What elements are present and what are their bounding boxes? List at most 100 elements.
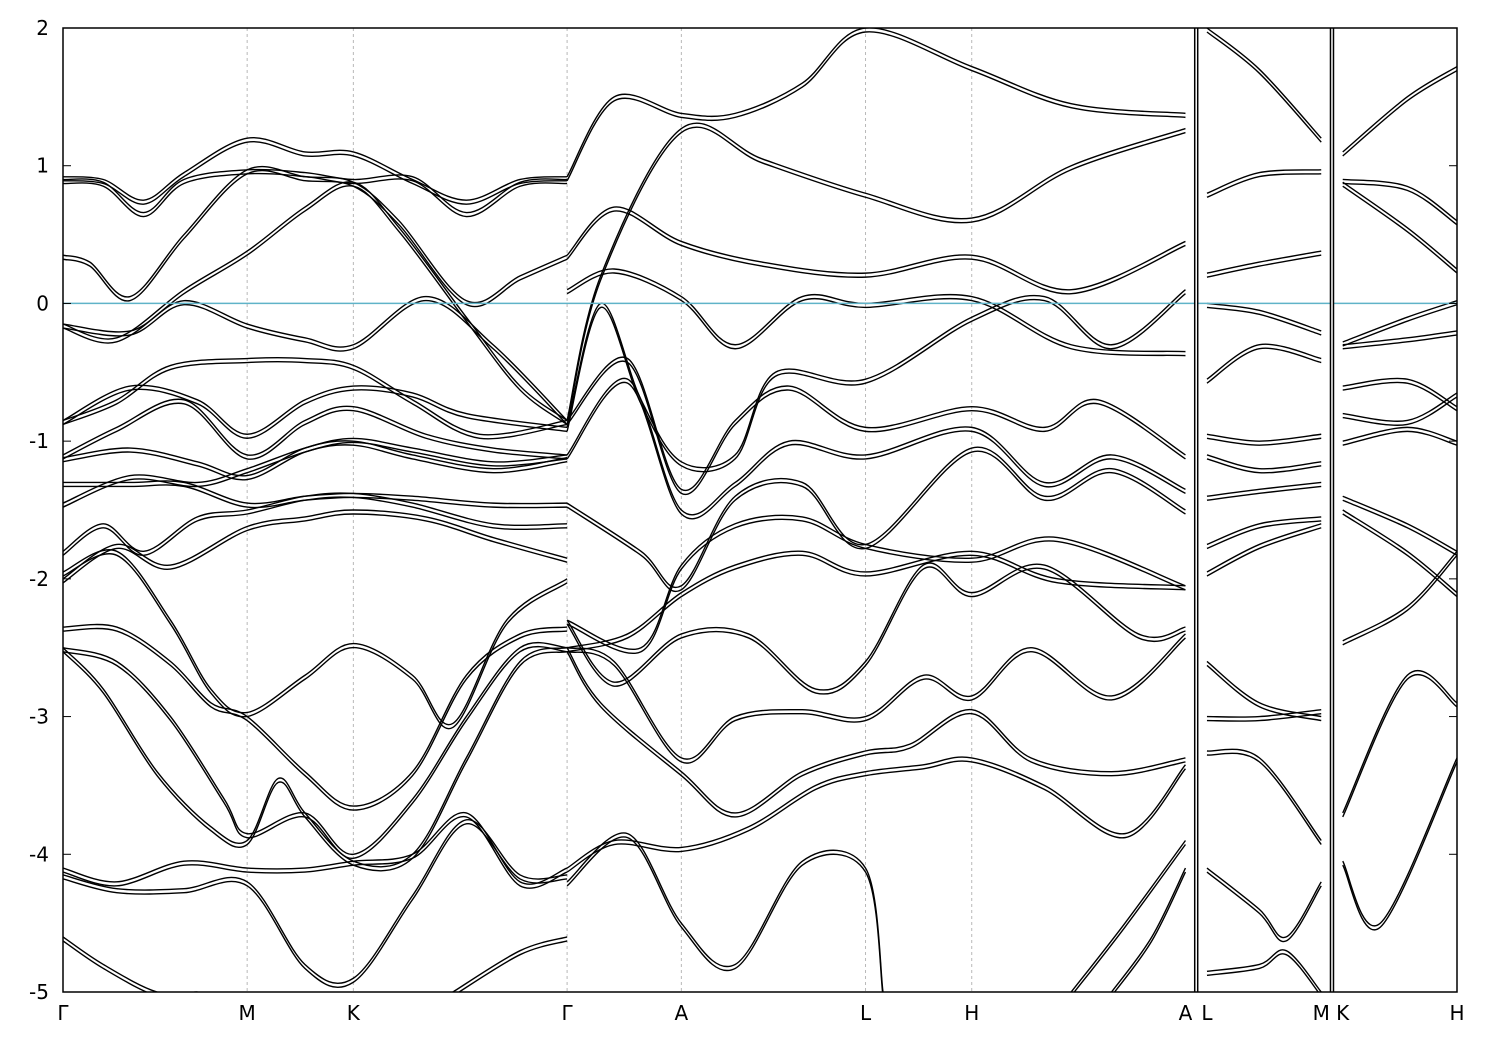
band-line [63, 437, 568, 504]
band-line [1342, 178, 1457, 222]
band-line-split [1342, 430, 1457, 446]
band-line-split [1342, 554, 1457, 646]
band-line [1342, 392, 1457, 422]
band-line-split [1342, 334, 1457, 350]
y-tick-label: -2 [29, 567, 49, 591]
band-line-split [1206, 953, 1320, 992]
band-lines [63, 28, 1457, 992]
band-line [63, 623, 568, 807]
band-line [63, 168, 568, 214]
band-line [1206, 867, 1322, 939]
break-gap [1330, 28, 1333, 992]
x-tick-label: Γ [57, 1001, 69, 1025]
band-line [566, 268, 1186, 353]
band-line [452, 936, 568, 992]
band-line-split [566, 566, 1186, 695]
band-line [63, 819, 568, 984]
x-tick-label: K [1336, 1001, 1350, 1025]
x-tick-label: H [964, 1001, 979, 1025]
band-line-split [63, 651, 568, 872]
break-gap [1195, 28, 1198, 992]
y-axis-ticks: 2 1 0 -1 -2 -3 -4 -5 [29, 16, 1457, 1004]
band-line-split [1342, 69, 1457, 157]
band-line [1342, 181, 1457, 270]
band-line [566, 289, 1186, 469]
band-line [1110, 867, 1187, 992]
band-line-split [566, 760, 1186, 873]
band-line-split [1206, 437, 1322, 446]
band-line-split [566, 126, 1186, 425]
band-line-split [63, 513, 568, 584]
band-line [566, 550, 1186, 649]
x-tick-label: L [1201, 1001, 1213, 1025]
band-line-split [1206, 871, 1322, 943]
band-line-split [1206, 173, 1322, 198]
band-line [1206, 660, 1322, 718]
band-line-split [566, 360, 1186, 496]
band-line [1342, 300, 1457, 343]
y-tick-label: -5 [29, 980, 49, 1004]
x-tick-label: L [860, 1001, 872, 1025]
band-line-split [1342, 513, 1457, 598]
band-line [1206, 433, 1322, 442]
band-line [1206, 169, 1322, 194]
band-line [1206, 708, 1322, 718]
band-line [566, 633, 1186, 760]
band-line-split [63, 140, 568, 205]
band-line [1206, 250, 1322, 274]
band-line [566, 377, 1186, 516]
band-line [1206, 481, 1322, 497]
band-line-split [566, 31, 1186, 182]
band-line-split [1206, 306, 1322, 336]
band-line-split [1342, 185, 1457, 274]
band-line [566, 514, 1186, 650]
band-line-split [1206, 664, 1322, 722]
band-line [566, 562, 1186, 691]
segment-breaks [1193, 28, 1335, 992]
band-line [566, 28, 1186, 178]
band-line [1342, 426, 1457, 442]
band-line-split [1342, 673, 1457, 818]
band-line-split [63, 441, 568, 508]
y-tick-label: -1 [29, 429, 49, 453]
x-tick-label: K [347, 1001, 361, 1025]
band-line [1206, 949, 1322, 992]
band-line-split [63, 360, 568, 440]
band-line [1342, 757, 1457, 927]
band-line [1342, 377, 1457, 408]
band-line-split [566, 272, 1186, 357]
y-tick-label: 2 [36, 16, 49, 40]
band-line [566, 206, 1186, 291]
band-line-split [1113, 871, 1187, 992]
band-line [1342, 65, 1457, 153]
band-line-split [63, 940, 149, 992]
band-line-split [566, 210, 1186, 295]
band-line [1342, 669, 1457, 814]
band-line-split [1342, 304, 1457, 347]
band-line-split [1206, 752, 1322, 845]
y-tick-label: 1 [36, 154, 49, 178]
band-line-split [63, 553, 568, 730]
band-line [566, 446, 1186, 589]
plot-frame [62, 27, 1458, 993]
band-line [63, 492, 568, 553]
band-line-split [1342, 381, 1457, 412]
y-tick-label: -4 [29, 842, 49, 866]
band-line [566, 356, 1186, 492]
band-line-split [566, 637, 1186, 764]
band-line-split [1342, 396, 1457, 426]
band-line [566, 756, 1186, 869]
band-line [1342, 550, 1457, 642]
band-line-split [566, 518, 1186, 654]
x-tick-label: H [1449, 1001, 1464, 1025]
band-line-split [1206, 31, 1322, 143]
band-line-split [1342, 182, 1457, 226]
band-line [63, 647, 568, 868]
x-tick-label: Γ [562, 1001, 574, 1025]
band-line-split [1206, 520, 1322, 550]
band-line [63, 398, 568, 456]
x-tick-label: M [239, 1001, 256, 1025]
band-line [63, 549, 568, 726]
band-line-split [457, 940, 568, 992]
